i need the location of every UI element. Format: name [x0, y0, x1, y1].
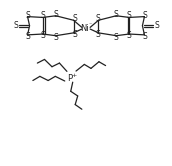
Text: S: S — [40, 31, 45, 40]
Text: S: S — [95, 14, 100, 23]
Text: S: S — [127, 11, 132, 20]
Text: P: P — [67, 74, 72, 83]
Text: S: S — [72, 30, 77, 39]
Text: S: S — [154, 21, 159, 30]
Text: Ni: Ni — [80, 24, 89, 33]
Text: +: + — [72, 73, 77, 78]
Text: S: S — [25, 11, 30, 20]
Text: S: S — [114, 10, 119, 19]
Text: S: S — [95, 30, 100, 39]
Text: S: S — [13, 21, 18, 30]
Text: S: S — [25, 32, 30, 41]
Text: S: S — [114, 33, 119, 42]
Text: S: S — [127, 31, 132, 40]
Text: S: S — [142, 32, 147, 41]
Text: S: S — [40, 11, 45, 20]
Text: S: S — [53, 33, 58, 42]
Text: ⁻: ⁻ — [89, 23, 92, 28]
Text: S: S — [53, 10, 58, 19]
Text: S: S — [72, 14, 77, 23]
Text: S: S — [142, 11, 147, 20]
